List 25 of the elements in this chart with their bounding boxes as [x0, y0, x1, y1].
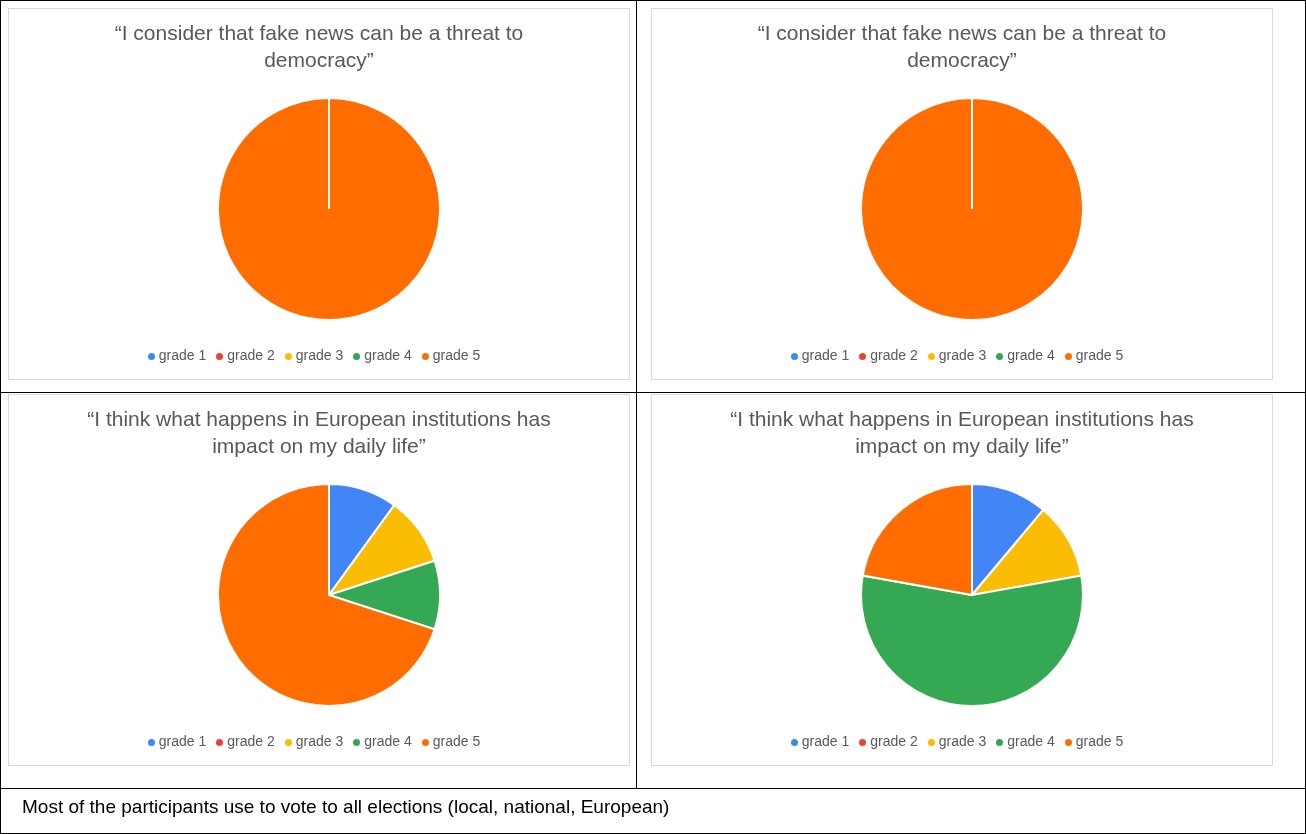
legend-label: grade 3 [938, 347, 987, 363]
legend-label: grade 2 [227, 347, 275, 363]
legend-label: grade 1 [801, 347, 850, 363]
legend-label: grade 3 [295, 733, 344, 749]
legend-label: grade 4 [1007, 733, 1055, 749]
chart-title: “I consider that fake news can be a threat to democracy” [113, 20, 525, 73]
legend-label: grade 1 [158, 347, 207, 363]
legend-label: grade 5 [1075, 733, 1124, 749]
legend-label: grade 1 [801, 733, 850, 749]
legend-label: grade 4 [364, 347, 412, 363]
chart-title: “I think what happens in European institutions has impact on my daily life” [86, 406, 552, 459]
legend-label: grade 4 [364, 733, 412, 749]
chart-title: “I think what happens in European institutions has impact on my daily life” [729, 406, 1195, 459]
legend-label: grade 2 [227, 733, 275, 749]
legend-label: grade 5 [1075, 347, 1124, 363]
legend-label: grade 5 [432, 347, 481, 363]
legend-label: grade 5 [432, 733, 481, 749]
legend-label: grade 4 [1007, 347, 1055, 363]
legend-label: grade 3 [938, 733, 987, 749]
legend-label: grade 2 [870, 733, 918, 749]
chart-title: “I consider that fake news can be a threat to democracy” [756, 20, 1168, 73]
text: Most of the participants use to vote to all elections (local, national, European) [22, 796, 670, 818]
legend-label: grade 2 [870, 347, 918, 363]
legend-label: grade 3 [295, 347, 344, 363]
legend-label: grade 1 [158, 733, 207, 749]
